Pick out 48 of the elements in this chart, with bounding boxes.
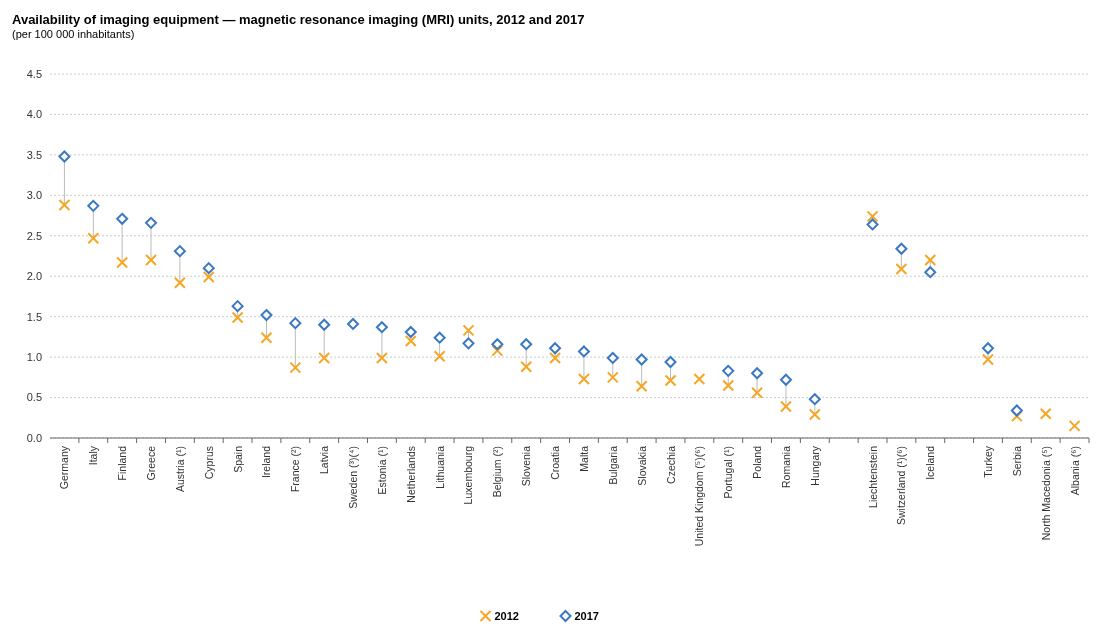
x-tick-label: Germany bbox=[58, 445, 71, 490]
x-tick-label: Malta bbox=[577, 445, 590, 472]
x-tick-label: Poland bbox=[751, 445, 764, 479]
y-tick-label: 0.5 bbox=[26, 391, 42, 404]
x-tick-label: Hungary bbox=[808, 445, 821, 486]
legend-label: 2012 bbox=[494, 610, 519, 622]
y-tick-label: 2.0 bbox=[26, 270, 42, 283]
x-tick-label: Sweden (³)(⁴) bbox=[347, 446, 360, 509]
x-tick-label: Austria (¹) bbox=[173, 446, 186, 493]
y-tick-label: 1.5 bbox=[26, 310, 42, 323]
x-tick-label: Estonia (¹) bbox=[375, 446, 388, 495]
x-tick-label: Finland bbox=[116, 445, 129, 481]
y-tick-label: 0.0 bbox=[26, 431, 42, 444]
y-tick-label: 2.5 bbox=[26, 229, 42, 242]
x-tick-label: Belgium (²) bbox=[491, 446, 504, 498]
x-tick-label: France (²) bbox=[289, 446, 302, 493]
y-tick-label: 4.5 bbox=[26, 67, 42, 80]
x-tick-label: Ireland bbox=[260, 445, 273, 479]
x-tick-label: Liechtenstein bbox=[866, 445, 879, 508]
x-tick-label: Spain bbox=[231, 445, 244, 473]
x-tick-label: Serbia bbox=[1010, 445, 1023, 477]
x-tick-label: North Macedonia (⁵) bbox=[1039, 446, 1052, 541]
x-tick-label: Romania bbox=[779, 445, 792, 489]
x-tick-label: Netherlands bbox=[404, 446, 417, 503]
x-tick-label: Slovakia bbox=[635, 445, 648, 486]
y-tick-label: 3.0 bbox=[26, 189, 42, 202]
x-tick-label: United Kingdom (⁵)(⁶) bbox=[693, 446, 706, 547]
x-tick-label: Slovenia bbox=[520, 445, 533, 487]
x-tick-label: Iceland bbox=[924, 445, 937, 480]
x-tick-label: Czechia bbox=[664, 445, 677, 484]
y-tick-label: 1.0 bbox=[26, 350, 42, 363]
chart-subtitle: (per 100 000 inhabitants) bbox=[12, 28, 135, 40]
x-tick-label: Italy bbox=[87, 445, 100, 466]
x-tick-label: Turkey bbox=[981, 445, 994, 478]
x-tick-label: Lithuania bbox=[433, 445, 446, 489]
x-tick-label: Portugal (¹) bbox=[722, 446, 735, 499]
x-tick-label: Albania (⁶) bbox=[1068, 446, 1081, 496]
y-tick-label: 4.0 bbox=[26, 108, 42, 121]
y-tick-label: 3.5 bbox=[26, 148, 42, 161]
x-tick-label: Croatia bbox=[549, 445, 562, 480]
x-tick-label: Luxembourg bbox=[462, 445, 475, 505]
x-tick-label: Greece bbox=[145, 445, 158, 481]
x-tick-label: Bulgaria bbox=[606, 445, 619, 485]
x-tick-label: Latvia bbox=[318, 445, 331, 475]
legend-label: 2017 bbox=[574, 610, 599, 622]
x-tick-label: Switzerland (¹)(⁶) bbox=[895, 446, 908, 525]
chart-title: Availability of imaging equipment — magnetic resonance imaging (MRI) units, 2012 and 2017 bbox=[12, 12, 585, 27]
x-tick-label: Cyprus bbox=[202, 446, 215, 480]
